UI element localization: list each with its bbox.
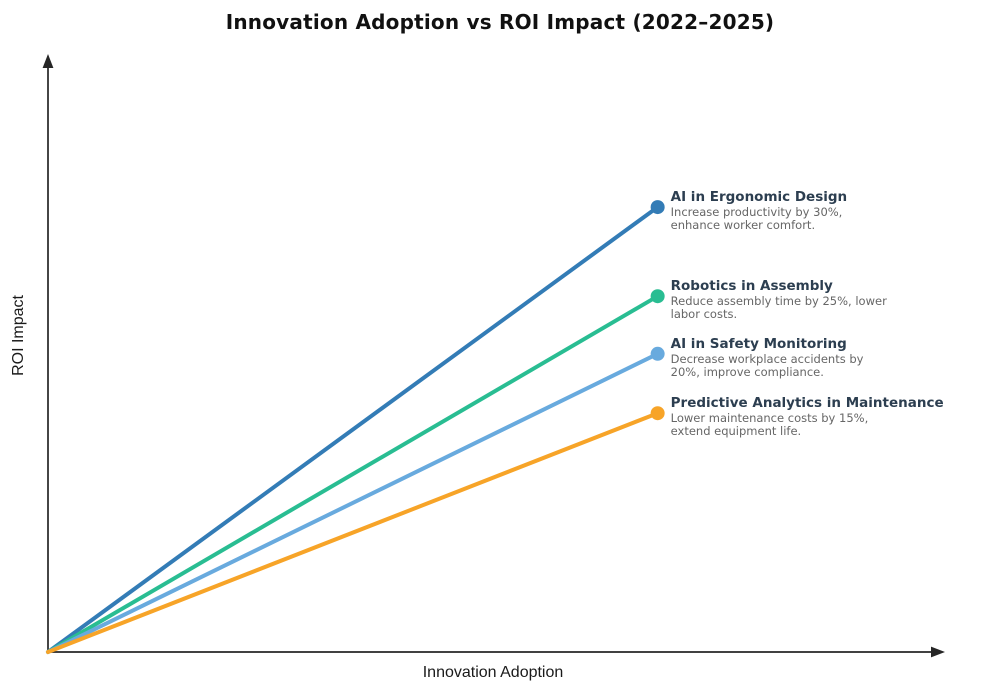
- series-line-3: [46, 411, 660, 654]
- series-label-description-line: Increase productivity by 30%,: [670, 205, 843, 220]
- series-label-3: Predictive Analytics in Maintenance Lower…: [671, 395, 981, 438]
- y-axis-label: ROI Impact: [10, 295, 27, 376]
- series-label-title: AI in Safety Monitoring: [670, 335, 847, 352]
- series-label-description-line: Decrease workplace accidents by: [670, 351, 864, 366]
- series-label-description-line: extend equipment life.: [670, 424, 802, 439]
- series-label-description-line: enhance worker comfort.: [670, 218, 816, 233]
- series-label-title: Predictive Analytics in Maintenance: [670, 395, 944, 412]
- series-label-description-line: labor costs.: [670, 307, 738, 322]
- y-axis-arrow-icon: [42, 54, 54, 68]
- chart-title: Innovation Adoption vs ROI Impact (2022–…: [225, 10, 775, 34]
- series-endpoint-dot-1: [650, 289, 665, 304]
- series-label-title: AI in Ergonomic Design: [670, 189, 848, 206]
- series-line-2: [46, 351, 660, 654]
- series-layer: [46, 200, 665, 654]
- series-label-0: AI in Ergonomic Design Increase productiv…: [671, 189, 981, 232]
- x-axis-label: Innovation Adoption: [422, 664, 564, 681]
- series-endpoint-dot-0: [650, 200, 665, 215]
- series-label-1: Robotics in Assembly Reduce assembly time…: [671, 278, 981, 321]
- series-endpoint-dot-3: [650, 406, 665, 421]
- series-label-description-line: 20%, improve compliance.: [670, 364, 824, 379]
- series-line-1: [46, 294, 660, 654]
- series-label-description-line: Lower maintenance costs by 15%,: [670, 411, 869, 426]
- x-axis-arrow-icon: [931, 646, 945, 658]
- series-label-2: AI in Safety Monitoring Decrease workplac…: [671, 336, 981, 379]
- series-endpoint-dot-2: [650, 346, 665, 361]
- series-label-description-line: Reduce assembly time by 25%, lower: [670, 294, 887, 309]
- series-line-0: [46, 205, 660, 654]
- series-label-title: Robotics in Assembly: [670, 278, 833, 295]
